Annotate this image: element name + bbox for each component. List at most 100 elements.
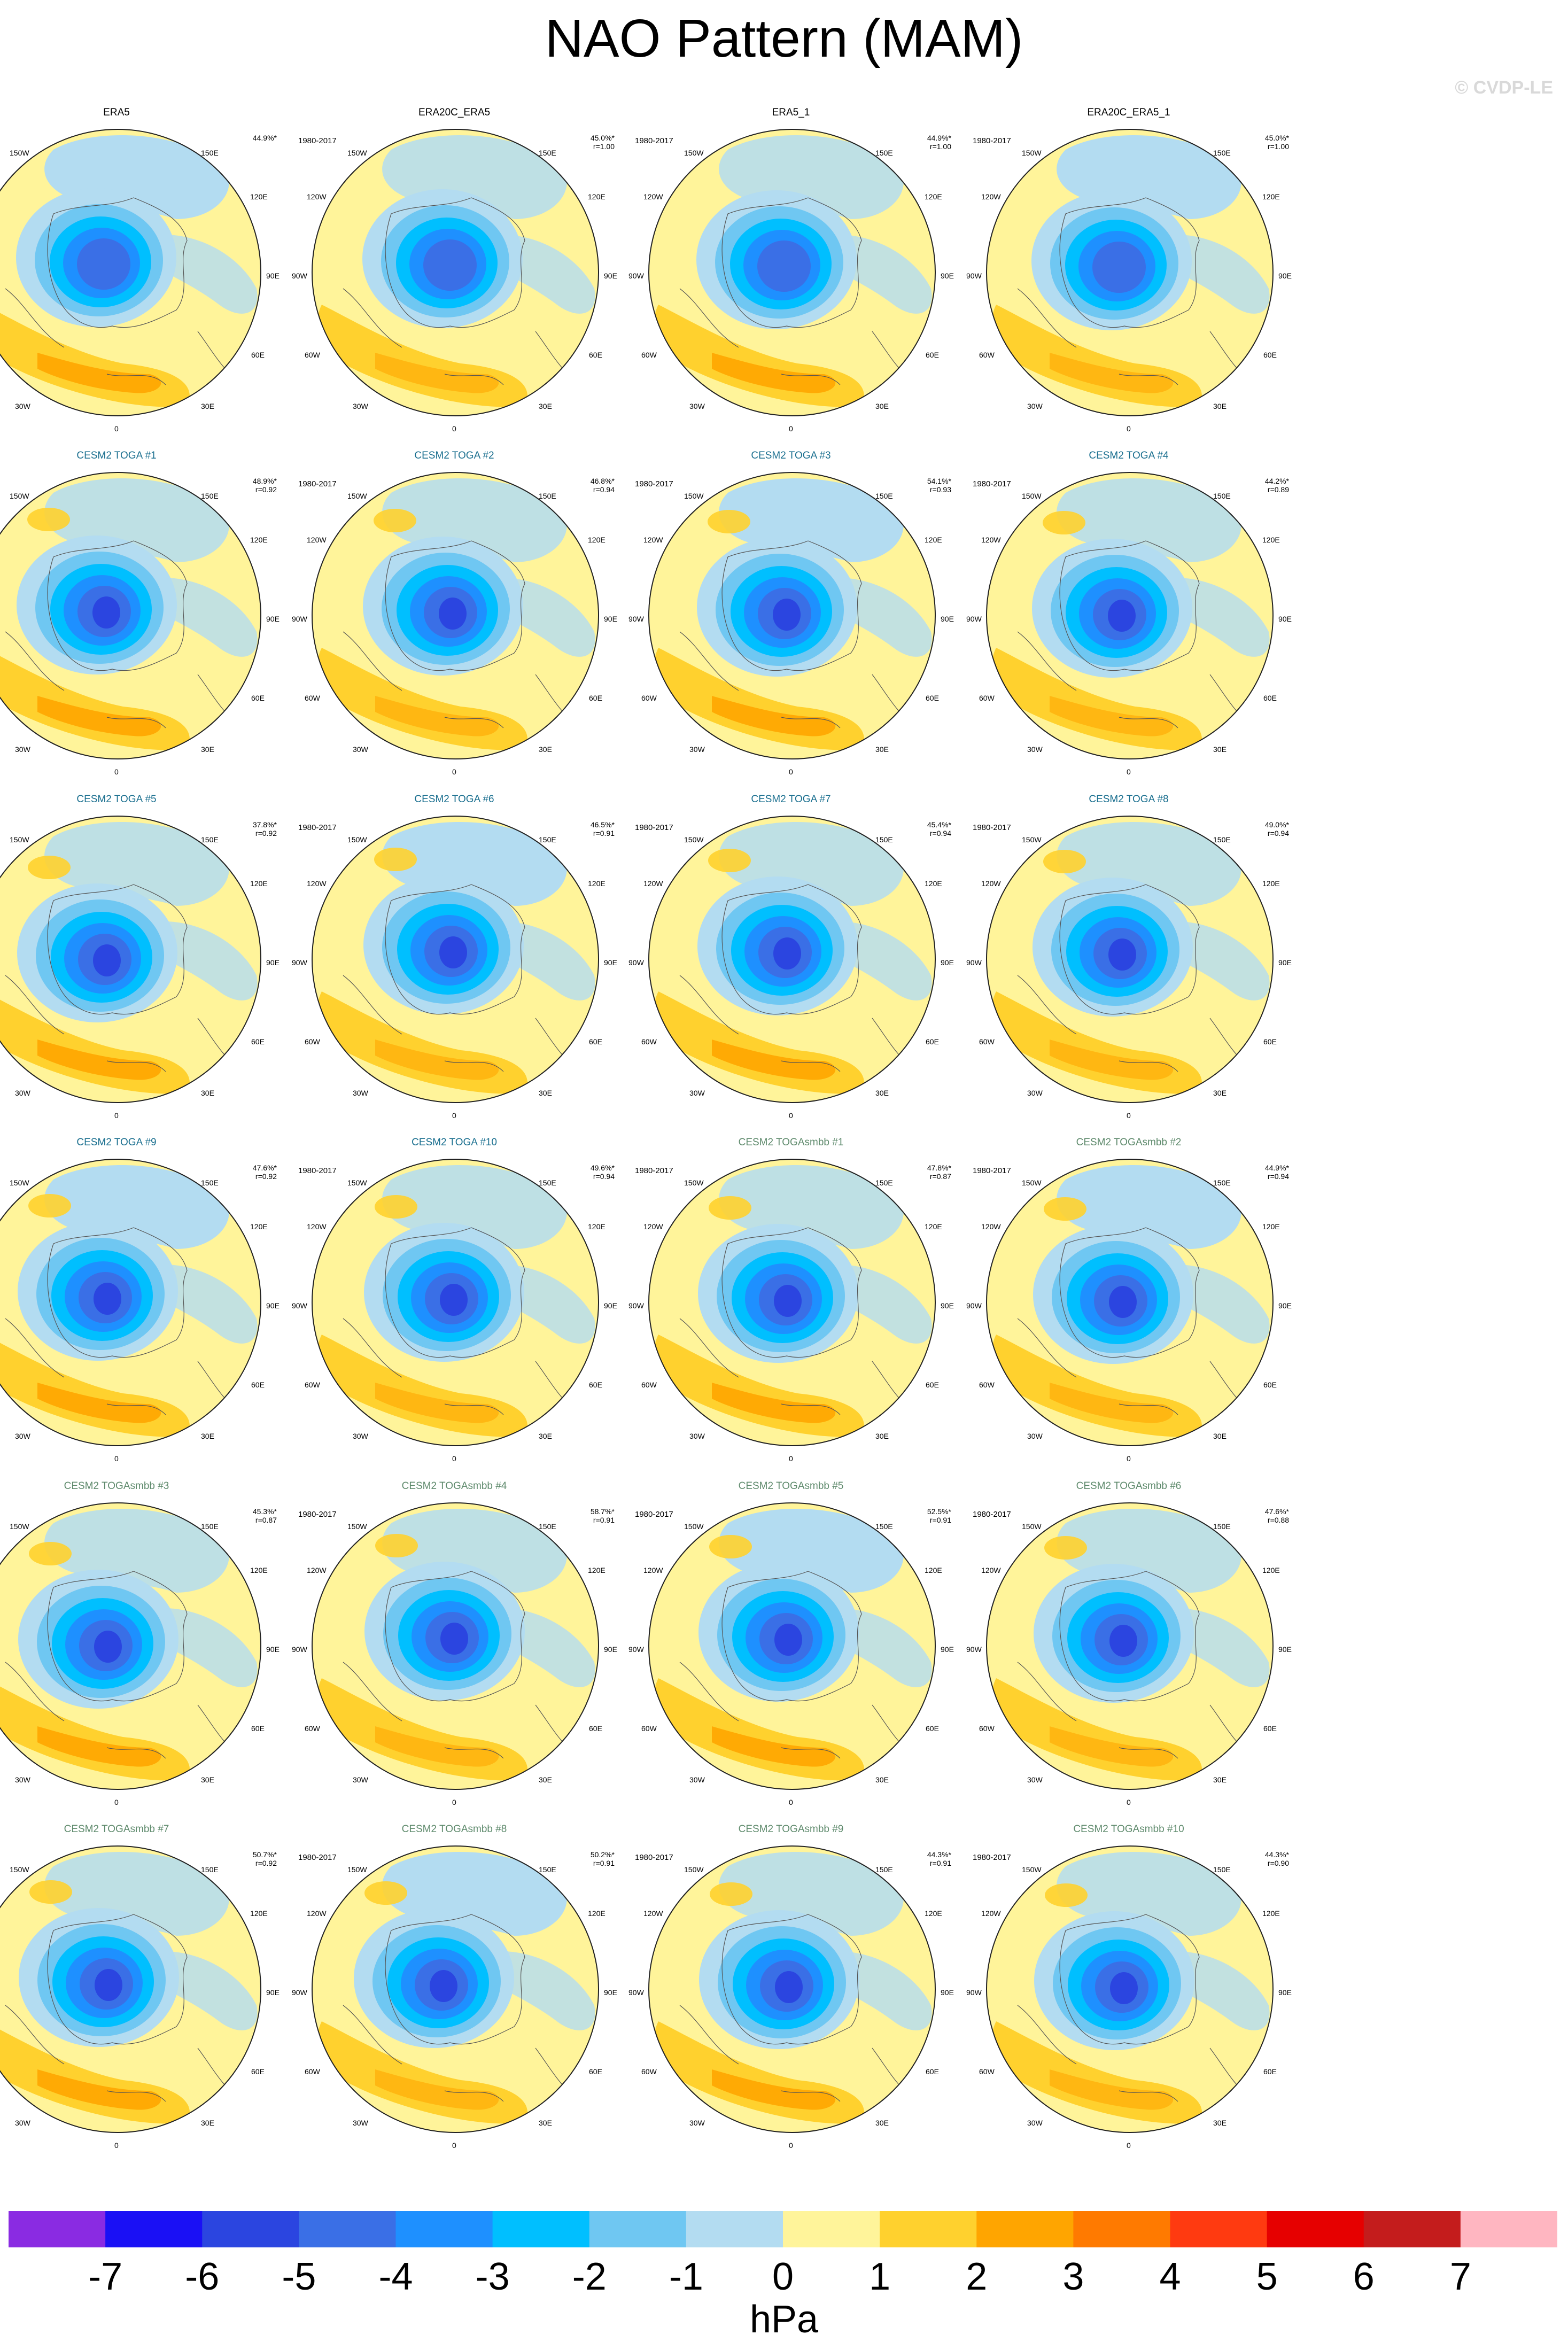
map-panel: CESM2 TOGAsmbb #31980-201745.3%*r=0.8718… [0, 1480, 288, 1822]
map-panel: ERA5_11980-201744.9%*r=1.00180150W150E12… [620, 107, 962, 449]
longitude-label: 150E [201, 492, 219, 500]
longitude-label: 60E [251, 1037, 265, 1046]
longitude-label: 120E [1262, 1909, 1280, 1918]
longitude-label: 90W [628, 1988, 644, 1997]
longitude-label: 150W [684, 1865, 704, 1874]
panel-title: CESM2 TOGA #2 [414, 450, 494, 461]
longitude-label: 30W [689, 1432, 705, 1440]
map-panel: CESM2 TOGA #61980-201746.5%*r=0.91180150… [283, 794, 625, 1136]
longitude-label: 150W [347, 1522, 367, 1531]
variance-explained: 47.8%* [927, 1164, 951, 1172]
longitude-label: 90E [1278, 958, 1292, 967]
longitude-label: 0 [452, 1111, 456, 1120]
longitude-label: 60W [979, 2067, 995, 2076]
panel-title: CESM2 TOGA #9 [76, 1137, 157, 1148]
longitude-label: 90E [266, 1988, 280, 1997]
longitude-label: 60E [1263, 1037, 1277, 1046]
longitude-label: 150W [1022, 492, 1042, 500]
longitude-label: 90E [941, 958, 954, 967]
longitude-label: 90W [966, 958, 982, 967]
longitude-label: 90E [266, 272, 280, 280]
longitude-label: 150W [10, 1522, 29, 1531]
longitude-label: 0 [452, 767, 456, 776]
longitude-label: 60W [979, 694, 995, 702]
longitude-label: 90E [604, 1645, 617, 1654]
longitude-label: 150E [1213, 835, 1231, 844]
pattern-correlation: r=0.94 [1267, 829, 1289, 837]
longitude-label: 60W [979, 351, 995, 359]
longitude-label: 90W [292, 958, 307, 967]
longitude-label: 90E [604, 615, 617, 623]
longitude-label: 60E [589, 2067, 602, 2076]
polar-stereographic-map [986, 1159, 1274, 1446]
copyright-watermark: © CVDP-LE [1455, 77, 1553, 98]
longitude-label: 120E [250, 1909, 268, 1918]
longitude-label: 150W [684, 1178, 704, 1187]
longitude-label: 90E [604, 272, 617, 280]
longitude-label: 90E [1278, 1988, 1292, 1997]
pattern-correlation: r=0.92 [255, 829, 277, 837]
longitude-label: 30W [15, 1089, 30, 1097]
longitude-label: 0 [114, 767, 119, 776]
colorbar-tick-label: 0 [772, 2255, 794, 2298]
variance-explained: 37.8%* [252, 820, 277, 829]
pattern-correlation: r=0.92 [255, 485, 277, 494]
longitude-label: 30W [15, 1432, 30, 1440]
polar-stereographic-map [648, 129, 936, 416]
panel-title: ERA5_1 [772, 107, 810, 118]
variance-explained: 45.4%* [927, 820, 951, 829]
map-panel: CESM2 TOGA #71980-201745.4%*r=0.94180150… [620, 794, 962, 1136]
longitude-label: 120E [588, 1566, 606, 1575]
colorbar-tick-label: -4 [378, 2255, 413, 2298]
map-panel: ERA51980-201744.9%*180150W150E120W120E90… [0, 107, 288, 449]
longitude-label: 150W [347, 149, 367, 157]
panel-title: ERA5 [103, 107, 130, 118]
polar-stereographic-map [986, 129, 1274, 416]
longitude-label: 150W [1022, 149, 1042, 157]
longitude-label: 150W [684, 492, 704, 500]
longitude-label: 90E [266, 615, 280, 623]
variance-explained: 48.9%* [252, 477, 277, 485]
period-label: 1980-2017 [973, 136, 1011, 145]
longitude-label: 60W [305, 1037, 320, 1046]
colorbar-swatch [105, 2211, 203, 2247]
pattern-correlation: r=0.88 [1267, 1516, 1289, 1524]
longitude-label: 60E [1263, 1380, 1277, 1389]
longitude-label: 0 [114, 2141, 119, 2150]
longitude-label: 60E [251, 2067, 265, 2076]
longitude-label: 90E [941, 1645, 954, 1654]
longitude-label: 60W [305, 694, 320, 702]
longitude-label: 90W [628, 1301, 644, 1310]
longitude-label: 150E [875, 1178, 893, 1187]
longitude-label: 120W [307, 536, 327, 544]
longitude-label: 30E [201, 1432, 214, 1440]
period-label: 1980-2017 [635, 136, 673, 145]
longitude-label: 120W [643, 192, 663, 201]
colorbar-tick-label: -3 [475, 2255, 510, 2298]
longitude-label: 0 [452, 1798, 456, 1806]
longitude-label: 30W [1027, 1432, 1043, 1440]
period-label: 1980-2017 [635, 823, 673, 832]
panel-title: CESM2 TOGAsmbb #10 [1073, 1824, 1184, 1835]
period-label: 1980-2017 [635, 1166, 673, 1175]
polar-stereographic-map [648, 472, 936, 759]
longitude-label: 30E [201, 1089, 214, 1097]
longitude-label: 150W [10, 1865, 29, 1874]
longitude-label: 120E [250, 879, 268, 888]
polar-stereographic-map [986, 472, 1274, 759]
longitude-label: 30E [1213, 402, 1227, 410]
panel-title: ERA20C_ERA5_1 [1087, 107, 1170, 118]
colorbar-swatch [976, 2211, 1074, 2247]
longitude-label: 120E [925, 879, 942, 888]
pattern-correlation: r=0.87 [929, 1172, 951, 1181]
polar-stereographic-map [648, 816, 936, 1103]
polar-stereographic-map [312, 1502, 599, 1790]
longitude-label: 60E [589, 1037, 602, 1046]
longitude-label: 150W [1022, 1178, 1042, 1187]
period-label: 1980-2017 [635, 479, 673, 488]
longitude-label: 90W [628, 958, 644, 967]
colorbar-swatch [395, 2211, 493, 2247]
longitude-label: 60E [589, 1380, 602, 1389]
longitude-label: 60W [641, 351, 657, 359]
longitude-label: 120E [925, 1909, 942, 1918]
